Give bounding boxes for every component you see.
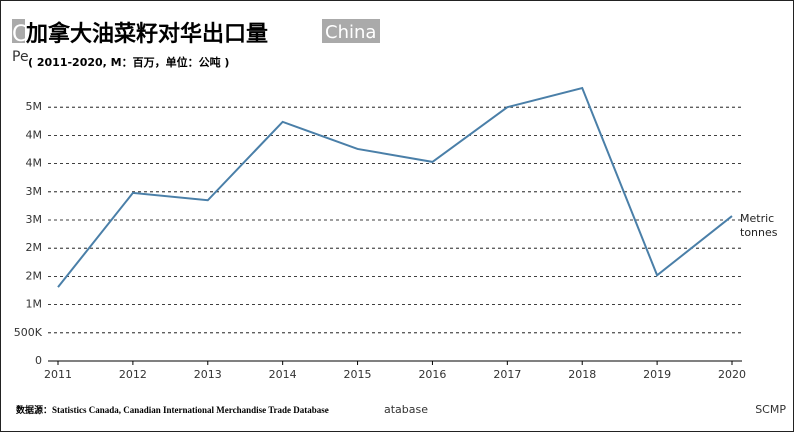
y-tick-label: 2M xyxy=(26,269,43,282)
x-tick-label: 2020 xyxy=(718,368,746,381)
credit: SCMP xyxy=(755,403,786,416)
data-line xyxy=(57,86,733,288)
annotation: Metric xyxy=(740,212,774,225)
y-tick-label: 4M xyxy=(26,157,43,170)
x-tick-label: 2012 xyxy=(119,368,147,381)
y-tick-label: 5M xyxy=(26,100,43,113)
y-tick-label: 1M xyxy=(26,298,43,311)
overlay-highlight xyxy=(322,19,380,43)
x-tick-label: 2014 xyxy=(269,368,297,381)
x-tick-label: 2019 xyxy=(643,368,671,381)
x-tick-label: 2011 xyxy=(44,368,72,381)
title-overlay: C xyxy=(12,22,27,47)
title-overlay: China xyxy=(325,22,376,43)
x-tick-label: 2017 xyxy=(493,368,521,381)
x-tick-label: 2013 xyxy=(194,368,222,381)
y-tick-label: 3M xyxy=(26,213,43,226)
y-tick-label: 0 xyxy=(35,354,42,367)
x-tick-label: 2016 xyxy=(418,368,446,381)
source-overlay: atabase xyxy=(384,403,428,416)
subtitle: ( 2011-2020, M：百万，单位：公吨 ) xyxy=(28,55,229,69)
annotation: tonnes xyxy=(740,226,778,239)
source: 数据源：Statistics Canada, Canadian Internat… xyxy=(16,404,329,415)
y-tick-label: 3M xyxy=(26,185,43,198)
y-tick-label: 4M xyxy=(26,128,43,141)
chart-title: 加拿大油菜籽对华出口量 xyxy=(25,21,268,47)
overlay-highlight xyxy=(12,19,25,43)
x-tick-label: 2018 xyxy=(568,368,596,381)
y-tick-label: 500K xyxy=(14,326,43,339)
subtitle-overlay: Pe xyxy=(12,49,29,65)
x-tick-label: 2015 xyxy=(344,368,372,381)
y-tick-label: 2M xyxy=(26,241,43,254)
